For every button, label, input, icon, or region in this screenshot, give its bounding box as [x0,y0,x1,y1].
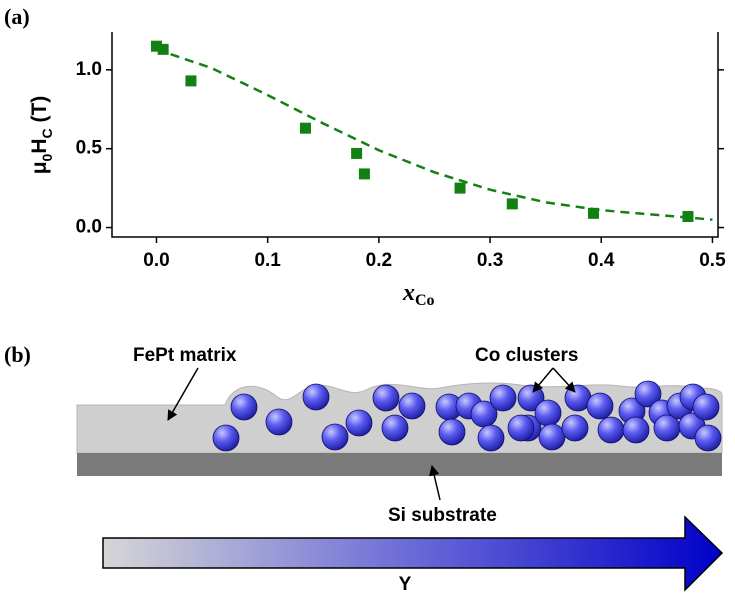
y-tick-label: 0.0 [76,217,102,238]
co-sphere [534,399,562,427]
co-sphere [381,414,409,442]
co-sphere [372,384,400,412]
cluster-label: Co clusters [475,345,578,366]
y-tick-label: 1.0 [76,59,102,80]
y-axis-label-part: H [28,138,51,153]
y-axis-label-part: μ [28,161,51,174]
fit-line [156,48,713,221]
co-sphere [230,393,258,421]
x-axis-label-part: x [402,280,415,306]
co-sphere [597,416,625,444]
marker [157,43,169,55]
marker [454,182,466,194]
co-sphere [561,414,589,442]
marker [587,207,599,219]
co-sphere [321,423,349,451]
marker [351,147,363,159]
co-sphere [398,392,426,420]
co-sphere [212,424,240,452]
x-tick-label: 0.2 [366,250,392,271]
x-axis-label: xCo [402,280,435,309]
y-axis-label-part: (T) [28,96,51,129]
marker [358,168,370,180]
co-sphere [438,418,466,446]
marker [506,198,518,210]
axes [111,32,719,238]
arrow [167,367,199,421]
co-sphere [265,408,293,436]
x-tick-label: 0.3 [477,250,503,271]
gradient-label: Y [399,574,412,595]
y-tick-label: 0.5 [76,138,103,159]
panel-label: (a) [4,4,30,29]
marker [150,40,162,52]
y-axis-label-part: 0 [39,153,55,161]
co-sphere [477,424,505,452]
co-sphere [345,409,373,437]
x-axis-label-part: Co [415,292,435,309]
panel-label: (b) [4,342,31,367]
x-tick-label: 0.4 [588,250,615,271]
co-sphere [489,384,517,412]
gradient-arrow [102,515,724,592]
x-tick-label: 0.1 [254,250,281,271]
co-sphere [622,416,650,444]
y-axis-label-part: C [39,128,55,138]
x-tick-label: 0.0 [143,250,169,271]
x-tick-label: 0.5 [699,250,726,271]
co-sphere [538,423,566,451]
marker [185,75,197,87]
arrow [429,464,441,501]
marker [682,211,694,222]
co-sphere [634,380,662,408]
si-substrate [77,453,722,476]
schematic-b: (b) FePt matrix Co clusters Si substrate… [4,342,724,595]
co-sphere [694,424,722,452]
marker [299,122,311,134]
co-sphere [507,414,535,442]
co-sphere [586,392,614,420]
arrow [552,367,576,393]
substrate-label: Si substrate [388,505,497,526]
y-axis-label: μ0HC (T) [28,96,55,175]
co-sphere [302,383,330,411]
co-sphere [653,414,681,442]
co-sphere [692,393,720,421]
arrow [532,367,554,393]
plot-a: 0.0 0.5 1.0 0.0 0.1 0.2 0.3 0.4 0.5 μ0HC (T) xCo [28,32,726,309]
co-clusters [212,380,722,452]
matrix-label: FePt matrix [133,345,237,366]
